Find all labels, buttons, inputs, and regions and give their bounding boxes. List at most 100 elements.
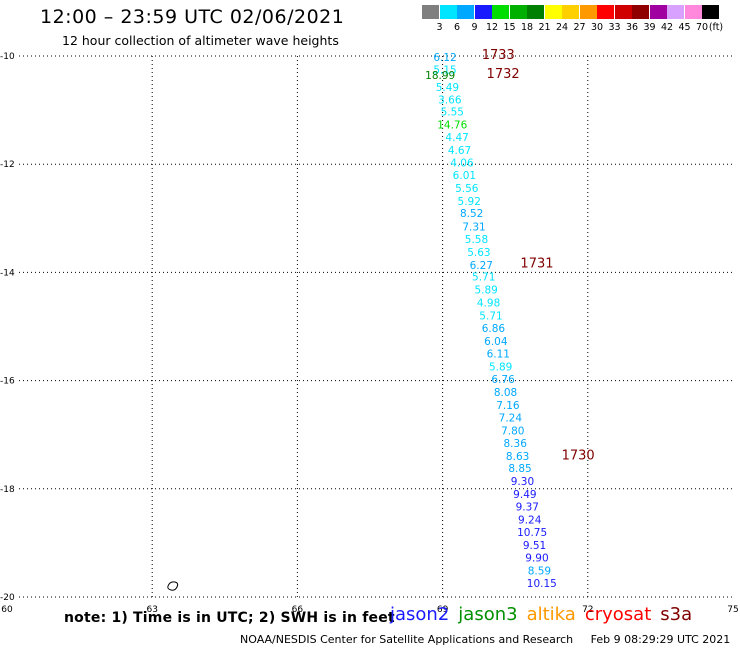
wave-height-label: 4.67 [448,145,471,157]
colorbar-label: 27 [573,22,586,33]
colorbar-label: 39 [643,22,656,33]
credit-org: NOAA/NESDIS Center for Satellite Applica… [240,633,574,646]
wave-height-label: 6.01 [453,170,476,182]
wave-height-label: 8.85 [508,463,531,475]
y-tick-label: -20 [0,593,15,603]
wave-height-label: 5.89 [489,362,512,374]
wave-height-label: 9.49 [513,489,536,501]
y-tick-label: -18 [0,485,15,495]
credit-line: NOAA/NESDIS Center for Satellite Applica… [240,633,740,646]
colorbar-swatch [614,5,632,19]
wave-height-label: 5.63 [467,247,490,259]
x-tick-label: 72 [582,605,593,615]
wave-height-label: 5.89 [474,285,497,297]
wave-height-label: 8.52 [460,208,483,220]
colorbar-swatch [527,5,544,19]
colorbar-label: 24 [555,22,569,33]
colorbar-swatch [579,5,597,19]
chart-subtitle: 12 hour collection of altimeter wave hei… [62,33,339,48]
time-labels: 1733 1732 1731 1730 [482,48,595,464]
y-tick-label: -10 [0,52,15,62]
colorbar-label: 70 [695,22,709,33]
wave-height-label: 7.24 [499,412,523,424]
colorbar-label: 6 [453,22,461,33]
colorbar-label: 36 [625,22,639,33]
wave-height-label: 9.30 [511,476,534,488]
wave-height-label: 7.16 [496,400,520,412]
colorbar-swatch [562,5,579,19]
time-label: 1733 [482,48,515,63]
y-tick-label: -16 [0,377,15,387]
satellite-legend-item: jason3 [458,604,518,625]
colorbar-label: 15 [503,22,516,33]
y-tick-label: -12 [0,160,15,170]
colorbar-swatch [492,5,509,19]
colorbar-label: 9 [471,22,478,33]
wave-height-label: 5.58 [465,234,488,246]
wave-height-label: 5.71 [479,311,502,323]
footer-note: note: 1) Time is in UTC; 2) SWH is in fe… [64,610,395,626]
satellite-legend-item: cryosat [584,604,652,625]
wave-height-label: 10.75 [517,527,547,539]
wave-height-label: 6.27 [470,260,493,272]
wave-height-label: 4.47 [445,132,468,144]
satellite-legend-item: altika [526,604,576,625]
wave-height-label: 5.55 [441,107,464,119]
colorbar-label: 21 [538,22,551,33]
wave-height-label: 6.86 [482,323,506,335]
wave-height-label: 6.12 [433,52,456,64]
colorbar-swatch [702,5,719,19]
colorbar-label: 33 [608,22,621,33]
wave-height-label: 5.71 [472,272,495,284]
axis-ticks: 60 63 66 69 72 75 -10 -12 -14 -16 -18 -20 [0,52,739,615]
time-label: 1732 [487,67,520,82]
wave-height-label: 9.24 [518,515,542,527]
colorbar-label: 42 [660,22,674,33]
wave-height-label: 8.59 [528,565,551,577]
wave-height-label: 9.90 [525,553,548,565]
time-label: 1731 [520,257,553,272]
wave-height-label: 6.76 [491,374,515,386]
wave-height-label: 9.51 [523,540,546,552]
colorbar-unit: (ft) [708,22,724,33]
wave-height-label: 5.15 [433,65,456,77]
x-tick-label: 60 [1,605,13,615]
wave-height-label: 5.56 [455,183,479,195]
colorbar-label: 18 [520,22,534,33]
wave-height-label: 6.11 [487,349,510,361]
satellite-legend-item: s3a [660,604,693,625]
colorbar-swatch [597,5,614,19]
x-tick-label: 75 [727,605,738,615]
wave-height-label: 10.15 [527,578,557,590]
colorbar-swatch [457,5,474,19]
time-label: 1730 [562,449,595,464]
colorbar-swatch [632,5,649,19]
wave-height-label: 7.31 [462,221,485,233]
x-tick-label: 66 [292,605,304,615]
island-outline [167,581,179,591]
colorbar-swatch [667,5,684,19]
wave-height-label: 3.66 [438,94,462,106]
colorbar-swatch [544,5,562,19]
wave-height-label: 7.80 [501,425,524,437]
colorbar-swatch [439,5,457,19]
wave-height-label: 8.36 [504,438,528,450]
wave-height-label: 8.63 [506,451,529,463]
island-shape [167,581,179,591]
wave-height-label: 8.08 [494,387,517,399]
wave-height-label: 4.06 [450,158,474,170]
colorbar-label: 45 [678,22,691,33]
grid-lines [19,55,733,598]
y-tick-label: -14 [0,268,15,278]
wave-height-points: 6.125.1518.995.493.665.5514.764.474.674.… [425,52,557,590]
satellite-legend: jason2 jason3 altika cryosat s3a [390,604,701,625]
chart-title: 12:00 – 23:59 UTC 02/06/2021 [40,6,345,28]
colorbar-swatch [684,5,702,19]
x-tick-label: 63 [146,605,157,615]
colorbar-swatch [509,5,527,19]
wave-height-label: 6.04 [484,336,508,348]
colorbar-swatch [474,5,492,19]
colorbar-swatch [422,5,439,19]
wave-height-label: 5.92 [458,196,481,208]
